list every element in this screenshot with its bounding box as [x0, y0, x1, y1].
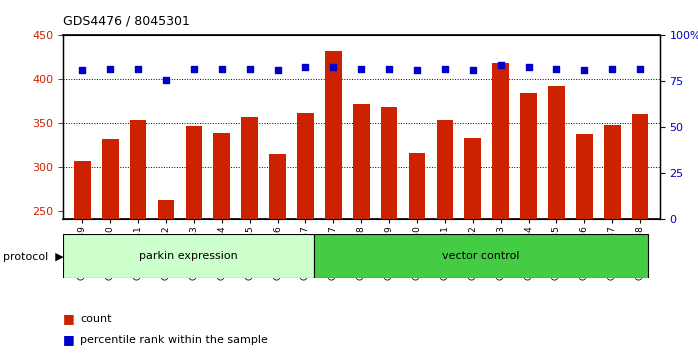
Point [634, 66, 646, 72]
Bar [408, 153, 425, 219]
Text: ■: ■ [63, 312, 75, 325]
Bar [492, 63, 509, 219]
Bar [632, 114, 648, 219]
Bar [604, 125, 621, 219]
Point [607, 66, 618, 72]
Text: count: count [80, 314, 112, 324]
Text: ■: ■ [63, 333, 75, 346]
Point [523, 64, 534, 69]
Text: GDS4476 / 8045301: GDS4476 / 8045301 [63, 14, 190, 27]
Bar [130, 120, 147, 219]
Bar [158, 200, 174, 219]
Bar [353, 104, 369, 219]
Point [77, 68, 88, 73]
Point [105, 66, 116, 72]
Point [272, 68, 283, 73]
Point [579, 68, 590, 73]
Bar [325, 51, 342, 219]
Bar [242, 117, 258, 219]
Point [188, 66, 200, 72]
Bar [269, 154, 286, 219]
Bar [548, 86, 565, 219]
Point [495, 62, 506, 68]
Text: parkin expression: parkin expression [139, 251, 238, 261]
Bar [576, 133, 593, 219]
Bar [214, 133, 230, 219]
Bar [297, 113, 314, 219]
Bar [102, 139, 119, 219]
Point [439, 66, 450, 72]
Point [411, 68, 422, 73]
Bar [436, 120, 453, 219]
Point [355, 66, 366, 72]
Point [133, 66, 144, 72]
Bar [74, 161, 91, 219]
Bar [464, 138, 481, 219]
Bar [186, 126, 202, 219]
Point [328, 64, 339, 69]
Point [383, 66, 394, 72]
Text: percentile rank within the sample: percentile rank within the sample [80, 335, 268, 345]
Bar [314, 234, 648, 278]
Text: protocol  ▶: protocol ▶ [3, 252, 64, 262]
Point [244, 66, 255, 72]
Point [216, 66, 228, 72]
Point [161, 77, 172, 82]
Point [551, 66, 562, 72]
Bar [380, 107, 397, 219]
Bar [520, 93, 537, 219]
Text: vector control: vector control [443, 251, 520, 261]
Point [467, 68, 478, 73]
Point [300, 64, 311, 69]
Bar [63, 234, 314, 278]
